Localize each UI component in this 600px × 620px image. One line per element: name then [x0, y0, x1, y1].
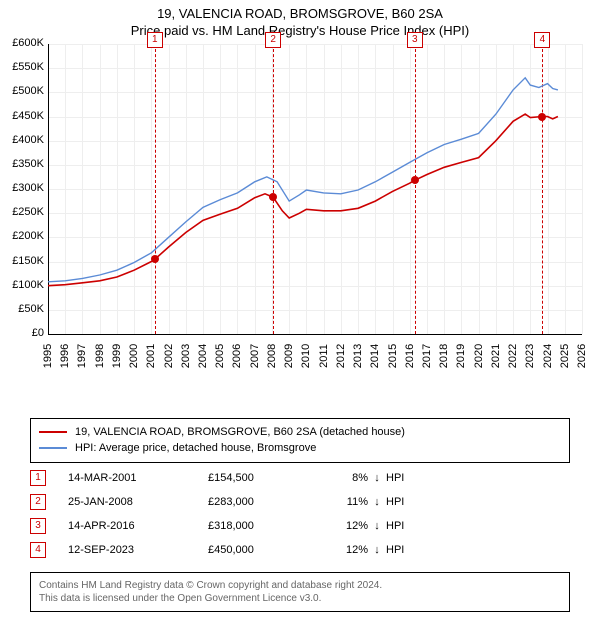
x-tick-label: 2009 [283, 341, 295, 371]
footer-line: Contains HM Land Registry data © Crown c… [39, 579, 561, 592]
x-tick-label: 2014 [369, 341, 381, 371]
legend-label: HPI: Average price, detached house, Brom… [75, 442, 316, 454]
event-row: 4 12-SEP-2023 £450,000 12% ↓ HPI [30, 538, 570, 562]
events-table: 1 14-MAR-2001 £154,500 8% ↓ HPI 2 25-JAN… [30, 466, 570, 562]
event-date: 14-MAR-2001 [68, 472, 208, 484]
y-tick-label: £500K [0, 85, 44, 97]
legend-label: 19, VALENCIA ROAD, BROMSGROVE, B60 2SA (… [75, 426, 405, 438]
event-number-box: 1 [30, 470, 46, 486]
event-hpi-label: HPI [386, 496, 426, 508]
grid-line-vertical [582, 44, 583, 334]
y-tick-label: £400K [0, 134, 44, 146]
y-tick-label: £300K [0, 182, 44, 194]
series-line-address [48, 114, 558, 286]
y-tick-label: £450K [0, 110, 44, 122]
event-hpi-label: HPI [386, 472, 426, 484]
x-tick-label: 2003 [180, 341, 192, 371]
event-pct: 12% [318, 544, 368, 556]
legend-swatch [39, 431, 67, 433]
down-arrow-icon: ↓ [368, 472, 386, 484]
series-svg [48, 44, 582, 334]
event-row: 1 14-MAR-2001 £154,500 8% ↓ HPI [30, 466, 570, 490]
x-tick-label: 2001 [145, 341, 157, 371]
x-tick-label: 2004 [197, 341, 209, 371]
x-tick-label: 2025 [559, 341, 571, 371]
event-hpi-label: HPI [386, 520, 426, 532]
footer-line: This data is licensed under the Open Gov… [39, 592, 561, 605]
event-price: £450,000 [208, 544, 318, 556]
x-tick-label: 2013 [352, 341, 364, 371]
x-tick-label: 2026 [576, 341, 588, 371]
event-number-box: 3 [30, 518, 46, 534]
legend-item: HPI: Average price, detached house, Brom… [39, 440, 561, 456]
x-tick-label: 1997 [76, 341, 88, 371]
x-axis-line [48, 334, 582, 335]
chart: £0 £50K £100K £150K £200K £250K £300K £350K £400… [0, 44, 600, 384]
event-pct: 11% [318, 496, 368, 508]
y-tick-label: £350K [0, 158, 44, 170]
event-pct: 12% [318, 520, 368, 532]
x-tick-label: 2022 [507, 341, 519, 371]
x-tick-label: 2015 [387, 341, 399, 371]
x-tick-label: 2016 [404, 341, 416, 371]
legend: 19, VALENCIA ROAD, BROMSGROVE, B60 2SA (… [30, 418, 570, 463]
legend-swatch [39, 447, 67, 449]
x-tick-label: 2000 [128, 341, 140, 371]
event-date: 14-APR-2016 [68, 520, 208, 532]
y-tick-label: £0 [0, 327, 44, 339]
x-tick-label: 2023 [524, 341, 536, 371]
x-tick-label: 2020 [473, 341, 485, 371]
x-tick-label: 1996 [59, 341, 71, 371]
x-tick-label: 2008 [266, 341, 278, 371]
event-price: £318,000 [208, 520, 318, 532]
title-subtitle: Price paid vs. HM Land Registry's House … [0, 23, 600, 38]
y-tick-label: £550K [0, 61, 44, 73]
x-tick-label: 2005 [214, 341, 226, 371]
down-arrow-icon: ↓ [368, 520, 386, 532]
x-tick-label: 2017 [421, 341, 433, 371]
title-address: 19, VALENCIA ROAD, BROMSGROVE, B60 2SA [0, 6, 600, 21]
x-tick-label: 2007 [249, 341, 261, 371]
x-tick-label: 2018 [438, 341, 450, 371]
attribution-footer: Contains HM Land Registry data © Crown c… [30, 572, 570, 612]
y-tick-label: £100K [0, 279, 44, 291]
event-row: 2 25-JAN-2008 £283,000 11% ↓ HPI [30, 490, 570, 514]
x-tick-label: 2019 [455, 341, 467, 371]
event-date: 12-SEP-2023 [68, 544, 208, 556]
event-row: 3 14-APR-2016 £318,000 12% ↓ HPI [30, 514, 570, 538]
y-tick-label: £250K [0, 206, 44, 218]
event-pct: 8% [318, 472, 368, 484]
down-arrow-icon: ↓ [368, 496, 386, 508]
legend-item: 19, VALENCIA ROAD, BROMSGROVE, B60 2SA (… [39, 424, 561, 440]
x-tick-label: 2011 [318, 341, 330, 371]
event-price: £154,500 [208, 472, 318, 484]
x-tick-label: 2012 [335, 341, 347, 371]
down-arrow-icon: ↓ [368, 544, 386, 556]
x-tick-label: 2006 [231, 341, 243, 371]
series-line-hpi [48, 78, 558, 282]
x-tick-label: 2010 [300, 341, 312, 371]
x-tick-label: 2021 [490, 341, 502, 371]
y-tick-label: £50K [0, 303, 44, 315]
x-tick-label: 1998 [94, 341, 106, 371]
event-number-box: 4 [30, 542, 46, 558]
chart-title-block: 19, VALENCIA ROAD, BROMSGROVE, B60 2SA P… [0, 0, 600, 38]
event-hpi-label: HPI [386, 544, 426, 556]
event-date: 25-JAN-2008 [68, 496, 208, 508]
event-price: £283,000 [208, 496, 318, 508]
x-tick-label: 1995 [42, 341, 54, 371]
plot-area: £0£50K£100K£150K£200K£250K£300K£350K£400… [48, 44, 582, 334]
y-tick-label: £600K [0, 37, 44, 49]
y-tick-label: £200K [0, 230, 44, 242]
y-tick-label: £150K [0, 255, 44, 267]
x-tick-label: 2002 [163, 341, 175, 371]
x-tick-label: 2024 [542, 341, 554, 371]
x-tick-label: 1999 [111, 341, 123, 371]
event-number-box: 2 [30, 494, 46, 510]
